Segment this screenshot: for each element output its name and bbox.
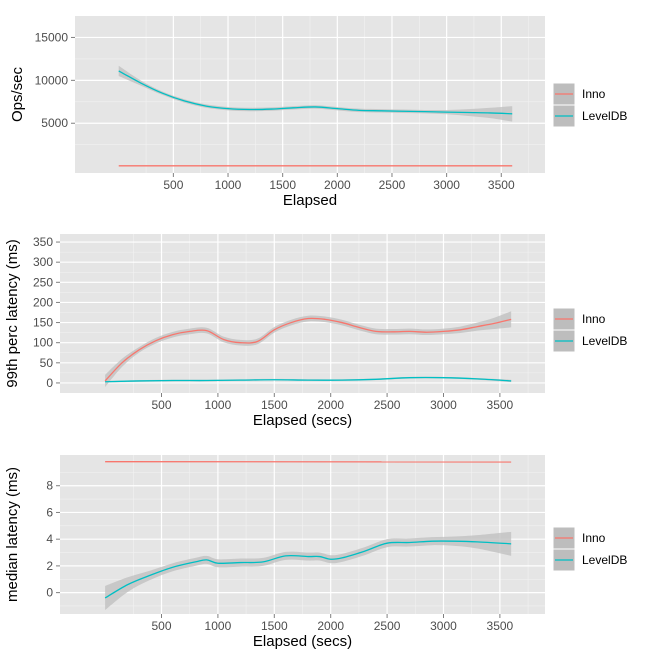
- x-tick-label: 3000: [430, 619, 457, 633]
- chart-panel-1: 500 1000 1500 2000 2500 3000 3500 5000 10000 1500…: [9, 16, 627, 209]
- legend-label-inno: Inno: [582, 87, 606, 101]
- y-tick-label: 150: [33, 316, 53, 330]
- y-axis-title: Ops/sec: [9, 66, 26, 122]
- x-tick-label: 500: [151, 619, 171, 633]
- legend-label-inno: Inno: [582, 531, 606, 545]
- x-tick-label: 3000: [433, 178, 460, 192]
- y-tick-label: 8: [46, 479, 53, 493]
- y-tick-label: 2: [46, 559, 53, 573]
- chart-panel-2: 500 1000 1500 2000 2500 3000 3500 0 50 100 150 200 2…: [4, 234, 627, 429]
- series-line-leveldb: [118, 70, 513, 115]
- y-tick-label: 0: [46, 586, 53, 600]
- x-tick-label: 500: [151, 398, 171, 412]
- legend-label-leveldb: LevelDB: [582, 109, 627, 123]
- y-tick-label: 10000: [35, 73, 69, 87]
- x-axis-title: Elapsed (secs): [253, 633, 352, 650]
- confidence-band-leveldb: [105, 531, 512, 610]
- y-tick-label: 6: [46, 505, 53, 519]
- x-tick-label: 2000: [317, 619, 344, 633]
- x-tick-label: 2000: [317, 398, 344, 412]
- y-tick-label: 4: [46, 532, 53, 546]
- x-tick-label: 2500: [374, 398, 401, 412]
- x-axis-title: Elapsed: [283, 192, 337, 209]
- x-tick-label: 2500: [374, 619, 401, 633]
- y-tick-label: 100: [33, 336, 53, 350]
- y-axis-title: median latency (ms): [4, 467, 21, 602]
- legend-label-leveldb: LevelDB: [582, 334, 627, 348]
- y-tick-label: 250: [33, 275, 53, 289]
- x-tick-label: 3500: [488, 178, 515, 192]
- y-tick-label: 200: [33, 295, 53, 309]
- legend-label-leveldb: LevelDB: [582, 553, 627, 567]
- y-tick-label: 15000: [35, 30, 69, 44]
- y-tick-label: 350: [33, 235, 53, 249]
- series-line-leveldb: [105, 376, 512, 383]
- x-tick-label: 1500: [269, 178, 296, 192]
- x-tick-label: 2000: [324, 178, 351, 192]
- chart-panel-3: 500 1000 1500 2000 2500 3000 3500 0 2 4 6 8 Elapsed …: [4, 455, 627, 650]
- series-line-inno: [104, 317, 512, 382]
- x-tick-label: 1000: [205, 619, 232, 633]
- series-line-leveldb: [104, 540, 512, 599]
- x-tick-label: 3500: [487, 619, 514, 633]
- legend: Inno LevelDB: [552, 307, 627, 353]
- y-tick-label: 300: [33, 255, 53, 269]
- x-tick-label: 1000: [215, 178, 242, 192]
- legend-label-inno: Inno: [582, 312, 606, 326]
- y-tick-label: 50: [40, 356, 54, 370]
- x-tick-label: 3000: [430, 398, 457, 412]
- x-axis-title: Elapsed (secs): [253, 412, 352, 429]
- y-tick-label: 0: [46, 376, 53, 390]
- legend: Inno LevelDB: [552, 82, 627, 128]
- x-tick-label: 500: [163, 178, 183, 192]
- y-axis-title: 99th perc latency (ms): [4, 239, 21, 387]
- x-tick-label: 3500: [487, 398, 514, 412]
- x-tick-label: 2500: [379, 178, 406, 192]
- legend: Inno LevelDB: [552, 526, 627, 572]
- y-tick-label: 5000: [41, 116, 68, 130]
- x-tick-label: 1500: [261, 398, 288, 412]
- x-tick-label: 1000: [205, 398, 232, 412]
- x-tick-label: 1500: [261, 619, 288, 633]
